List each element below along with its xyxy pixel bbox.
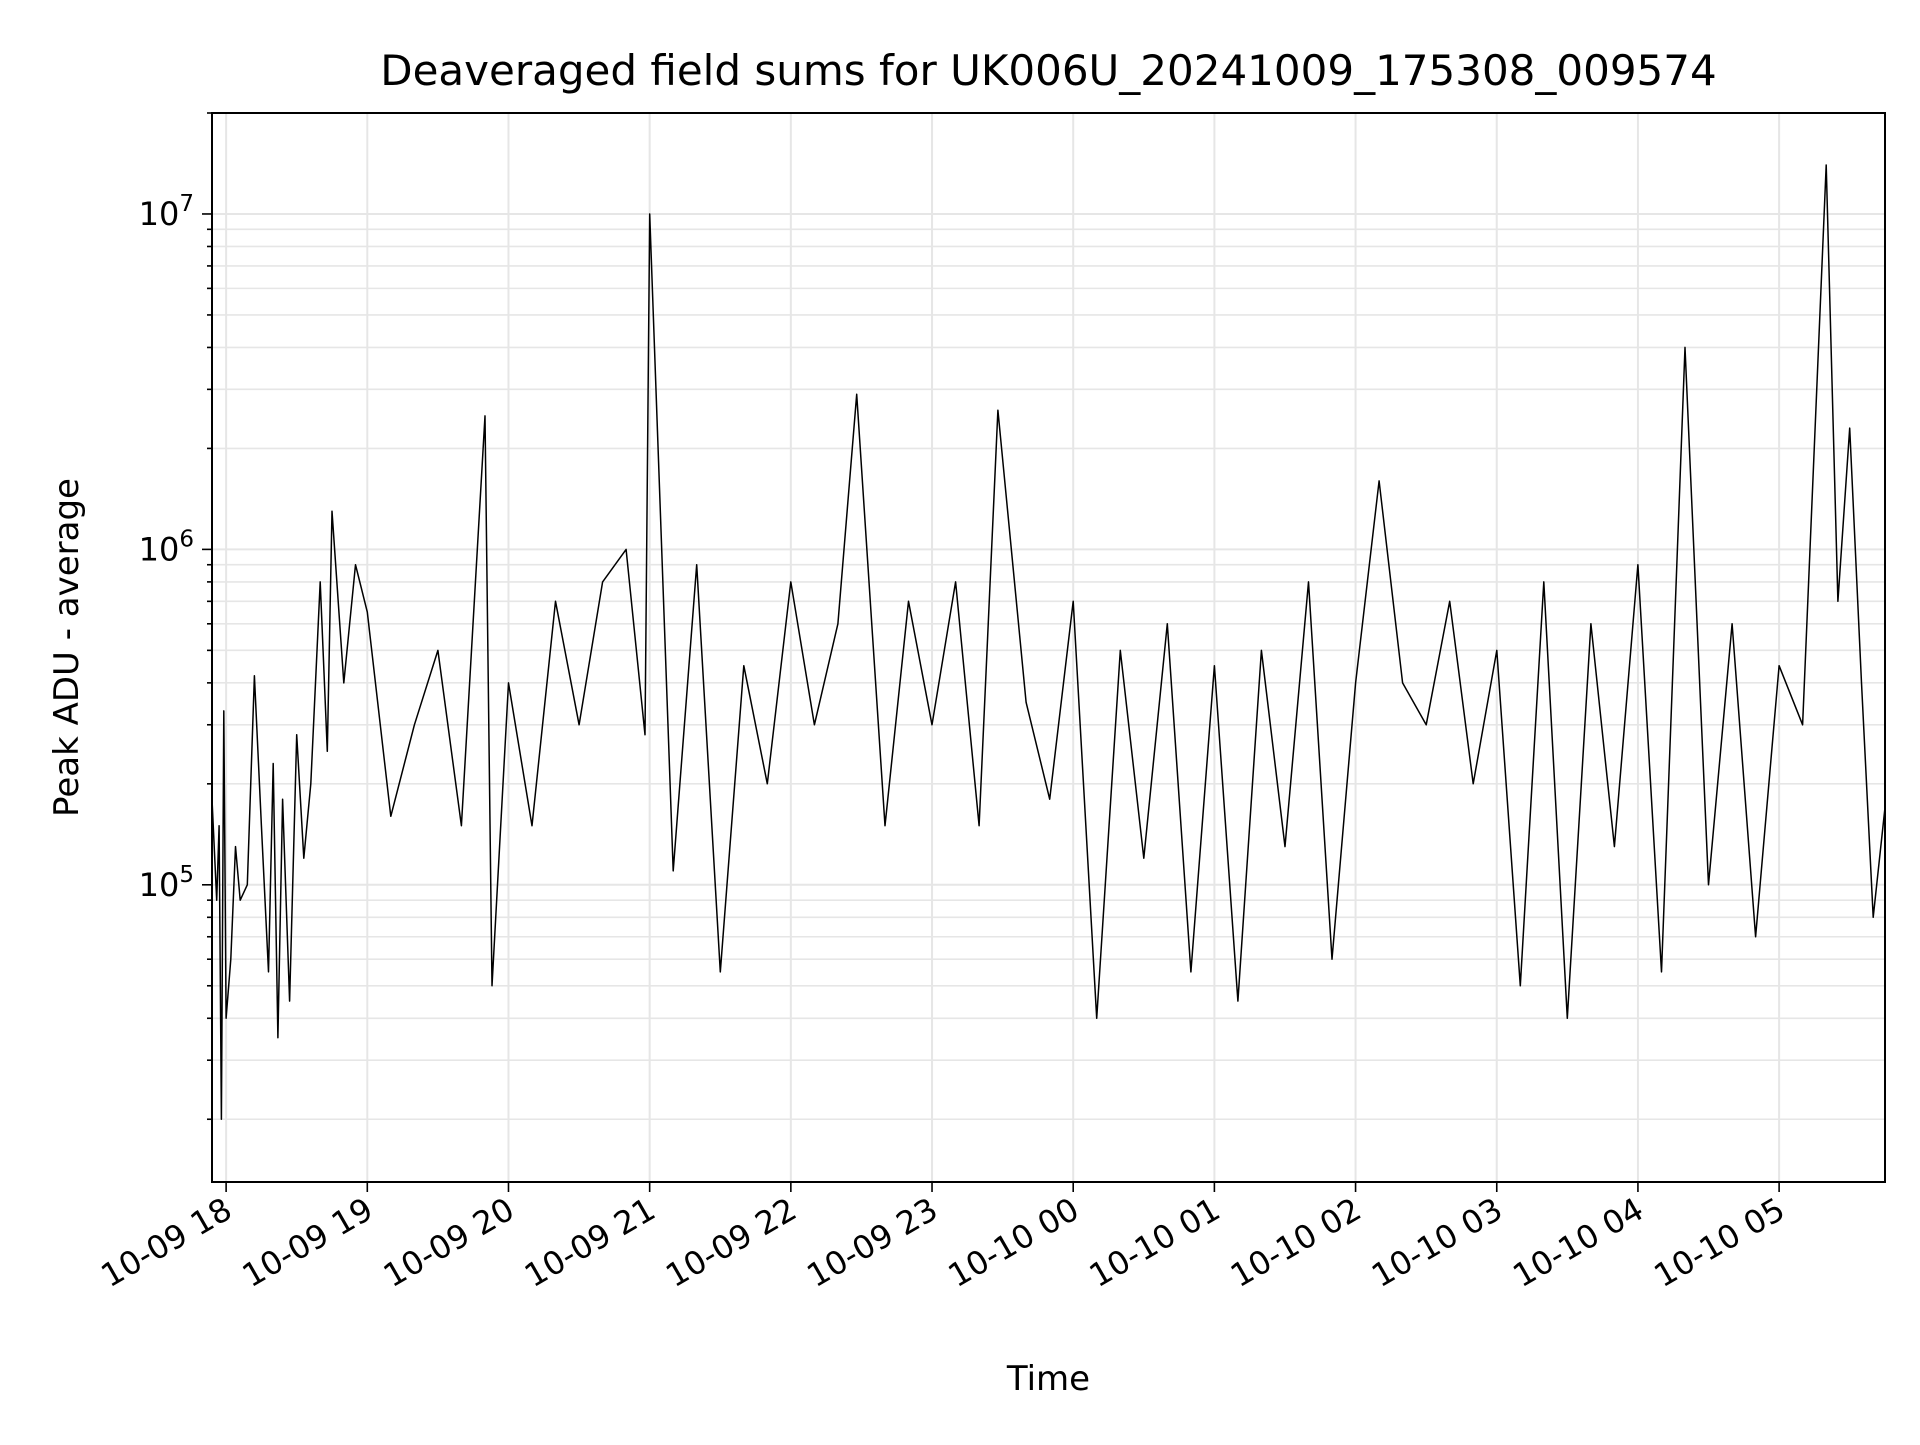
y-tick-exponent: 5 [179, 862, 194, 888]
plot-frame [211, 112, 1886, 1183]
y-tick-label: 107 [139, 191, 194, 233]
y-tick-base: 10 [139, 195, 180, 233]
y-tick-label: 105 [139, 862, 194, 904]
y-axis-label: Peak ADU - average [47, 478, 87, 817]
y-tick-exponent: 6 [179, 526, 194, 552]
series-layer [211, 164, 1886, 1120]
y-tick-base: 10 [139, 530, 180, 568]
y-tick-base: 10 [139, 866, 180, 904]
series-line [211, 164, 1886, 1120]
chart-title: Deaveraged field sums for UK006U_2024100… [380, 46, 1716, 95]
y-tick-label: 106 [139, 526, 194, 568]
y-tick-exponent: 7 [179, 191, 194, 217]
x-axis-label: Time [1006, 1359, 1090, 1399]
